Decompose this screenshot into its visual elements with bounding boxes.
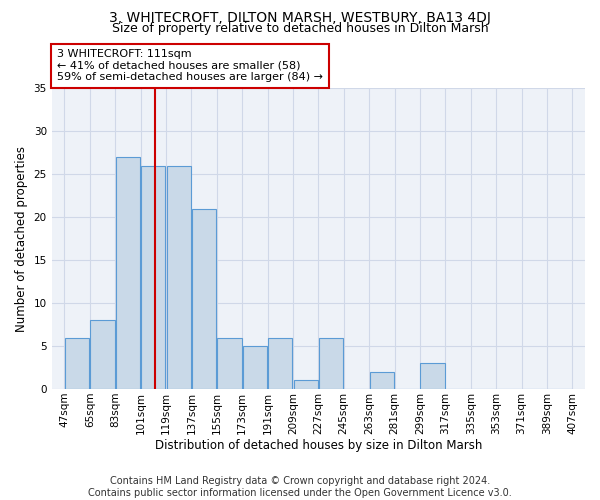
Y-axis label: Number of detached properties: Number of detached properties [15, 146, 28, 332]
Bar [370, 372, 394, 389]
Bar [91, 320, 115, 389]
Text: 3 WHITECROFT: 111sqm
← 41% of detached houses are smaller (58)
59% of semi-detac: 3 WHITECROFT: 111sqm ← 41% of detached h… [57, 49, 323, 82]
Bar [65, 338, 89, 389]
Text: Contains HM Land Registry data © Crown copyright and database right 2024.
Contai: Contains HM Land Registry data © Crown c… [88, 476, 512, 498]
Text: Size of property relative to detached houses in Dilton Marsh: Size of property relative to detached ho… [112, 22, 488, 35]
Bar [243, 346, 267, 389]
Bar [293, 380, 318, 389]
X-axis label: Distribution of detached houses by size in Dilton Marsh: Distribution of detached houses by size … [155, 440, 482, 452]
Bar [141, 166, 166, 389]
Bar [116, 157, 140, 389]
Bar [319, 338, 343, 389]
Bar [167, 166, 191, 389]
Bar [217, 338, 242, 389]
Bar [421, 364, 445, 389]
Bar [192, 208, 216, 389]
Text: 3, WHITECROFT, DILTON MARSH, WESTBURY, BA13 4DJ: 3, WHITECROFT, DILTON MARSH, WESTBURY, B… [109, 11, 491, 25]
Bar [268, 338, 292, 389]
